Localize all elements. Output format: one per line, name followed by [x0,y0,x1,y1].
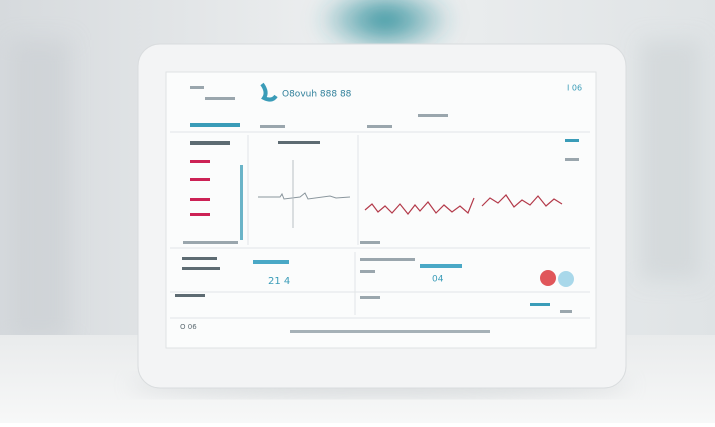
level-bar [240,165,243,240]
footer-text: O 06 [180,323,197,331]
waveform [364,197,475,215]
vital-value: 04 [432,275,444,285]
decor-text [175,86,579,333]
header-title: O8ovuh 888 88 [282,90,352,100]
alarm-button[interactable] [540,270,556,286]
progress-bar [253,260,289,264]
vital-value: 21 4 [268,276,290,287]
screen-layout [170,131,590,319]
logo [260,82,278,102]
corner-value: I 06 [567,84,582,93]
waveform [481,194,563,208]
background-blur [10,0,700,340]
status-button[interactable] [558,271,574,287]
progress-bar [420,264,462,268]
waveform [258,192,351,200]
